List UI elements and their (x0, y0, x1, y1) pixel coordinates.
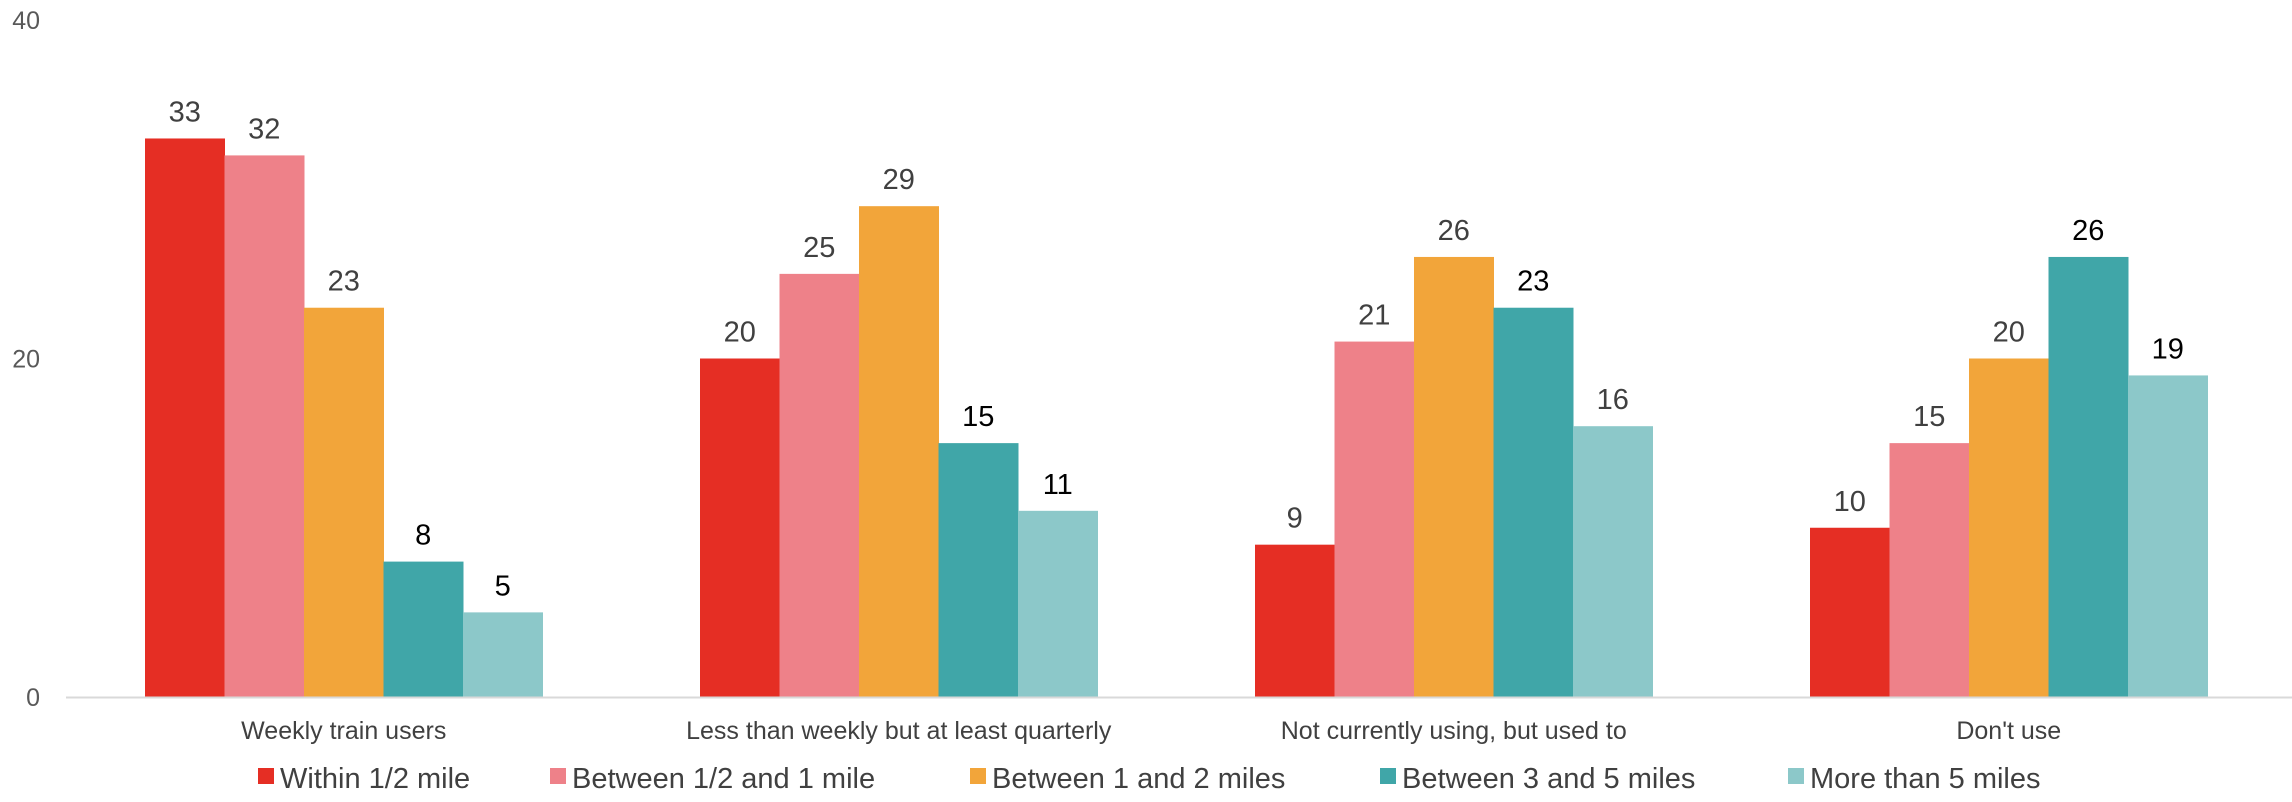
data-label: 20 (724, 317, 756, 349)
bar (304, 307, 384, 697)
data-label: 19 (2152, 333, 2184, 365)
bar (938, 443, 1019, 697)
bars (145, 138, 2208, 698)
data-label: 16 (1597, 384, 1629, 416)
bar (1255, 544, 1335, 697)
bar (779, 273, 860, 697)
bar (1334, 341, 1415, 697)
bar (383, 561, 464, 697)
bar (1414, 256, 1494, 697)
bar (1889, 443, 1970, 697)
data-label: 9 (1287, 503, 1303, 535)
bar (2048, 256, 2129, 697)
legend-swatch (1380, 768, 1396, 784)
data-label: 32 (248, 113, 280, 145)
category-label: Not currently using, but used to (1281, 717, 1627, 745)
data-label: 26 (1438, 215, 1470, 247)
legend-label: Between 1 and 2 miles (992, 763, 1285, 795)
bar (1573, 426, 1653, 697)
data-label: 26 (2072, 215, 2104, 247)
data-label: 33 (169, 96, 201, 128)
bar (700, 358, 780, 697)
x-axis: Weekly train users Less than weekly but a… (241, 717, 2061, 745)
data-label: 21 (1358, 300, 1390, 332)
data-label: 10 (1834, 486, 1866, 518)
bar (145, 138, 225, 698)
legend-swatch (550, 768, 566, 784)
category-label: Don't use (1956, 717, 2061, 745)
legend: Within 1/2 mile Between 1/2 and 1 mile Bet… (258, 763, 2041, 795)
y-tick-label: 0 (26, 684, 40, 712)
data-label: 15 (1913, 401, 1945, 433)
bar (463, 612, 543, 697)
data-label: 23 (1517, 266, 1549, 298)
bar (2128, 375, 2208, 697)
data-label: 20 (1993, 317, 2025, 349)
bar (859, 206, 939, 698)
bar (1493, 307, 1574, 697)
category-label: Less than weekly but at least quarterly (686, 717, 1112, 745)
bar (1018, 510, 1098, 697)
data-label: 15 (962, 401, 994, 433)
data-label: 23 (328, 266, 360, 298)
bar (1969, 358, 2049, 697)
legend-label: More than 5 miles (1810, 763, 2041, 795)
data-label: 5 (495, 570, 511, 602)
data-label: 8 (415, 520, 431, 552)
data-labels: 33 32 23 8 5 20 25 29 15 11 9 21 26 23 16 10 15 20 26 19 (169, 96, 2184, 602)
y-axis: 0 20 40 (12, 7, 40, 712)
legend-label: Between 1/2 and 1 mile (572, 763, 875, 795)
bar (224, 155, 305, 697)
category-label: Weekly train users (241, 717, 446, 745)
y-tick-label: 20 (12, 346, 40, 374)
y-tick-label: 40 (12, 7, 40, 35)
data-label: 29 (883, 164, 915, 196)
data-label: 11 (1043, 469, 1073, 501)
data-label: 25 (803, 232, 835, 264)
legend-swatch (970, 768, 986, 784)
legend-label: Between 3 and 5 miles (1402, 763, 1695, 795)
bar (1810, 527, 1890, 697)
legend-swatch (1788, 768, 1804, 784)
legend-swatch (258, 768, 274, 784)
legend-label: Within 1/2 mile (280, 763, 470, 795)
